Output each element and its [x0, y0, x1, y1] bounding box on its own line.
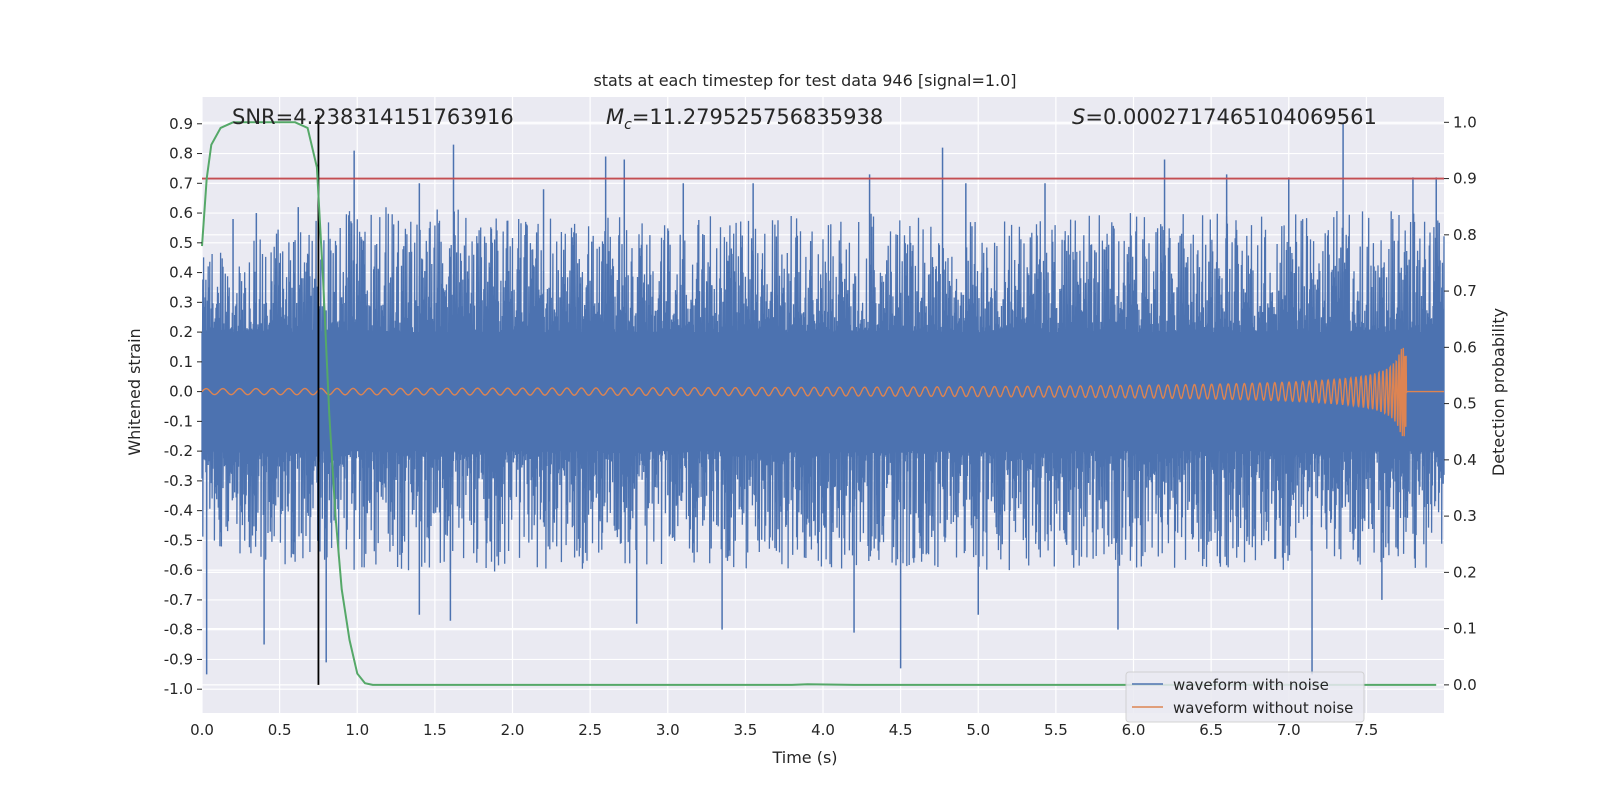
chirp-mass-annotation: Mc=11.279525756835938 [606, 105, 883, 133]
waveform-with-noise-series [201, 123, 1445, 675]
s-symbol: S [1072, 105, 1085, 129]
legend-entry-noise: waveform with noise [1173, 676, 1329, 694]
s-value: =0.0002717465104069561 [1085, 105, 1377, 129]
x-tick-label: 2.5 [578, 721, 602, 739]
noise-trace [201, 207, 1445, 573]
x-axis-label: Time (s) [771, 748, 837, 767]
y-tick-label-left: -0.4 [164, 502, 193, 520]
x-tick-label: 4.0 [811, 721, 835, 739]
chirp-trace [201, 347, 1444, 437]
x-tick-label: 3.5 [733, 721, 757, 739]
y-tick-label-left: 0.9 [169, 115, 193, 133]
y-tick-label-right: 0.2 [1453, 563, 1477, 581]
y-tick-label-left: -0.5 [164, 531, 193, 549]
y-tick-label-left: 0.7 [169, 174, 193, 192]
y-tick-label-left: 0.8 [169, 145, 193, 163]
y-tick-label-right: 0.5 [1453, 395, 1477, 413]
y-tick-label-left: -0.8 [164, 621, 193, 639]
x-tick-label: 7.0 [1277, 721, 1301, 739]
y-tick-label-left: 0.3 [169, 293, 193, 311]
legend-box [1125, 671, 1365, 723]
chirp-mass-symbol: M [606, 105, 624, 129]
axis-ticks: 0.0 0.5 1.0 1.5 2.0 2.5 3.0 3.5 4.0 4.5 5.0 5.5 6.0 6… [164, 113, 1477, 739]
x-tick-label: 4.5 [889, 721, 913, 739]
legend: waveform with noise waveform without noi… [1125, 671, 1365, 723]
y-tick-label-right: 0.3 [1453, 507, 1477, 525]
y-tick-label-left: 0.1 [169, 353, 193, 371]
y-axis-right-label: Detection probability [1489, 308, 1508, 476]
snr-annotation: SNR=4.238314151763916 [232, 105, 514, 129]
y-tick-label-left: 0.4 [169, 264, 193, 282]
y-tick-label-left: 0.2 [169, 323, 193, 341]
s-annotation: S=0.0002717465104069561 [1072, 105, 1377, 129]
x-tick-label: 6.5 [1199, 721, 1223, 739]
x-tick-label: 1.0 [345, 721, 369, 739]
y-tick-label-right: 0.0 [1453, 676, 1477, 694]
y-tick-label-left: 0.0 [169, 383, 193, 401]
y-tick-label-right: 0.6 [1453, 338, 1477, 356]
y-tick-label-right: 0.4 [1453, 451, 1477, 469]
x-tick-label: 2.0 [501, 721, 525, 739]
legend-entry-clean: waveform without noise [1173, 699, 1353, 717]
y-tick-label-left: -0.9 [164, 650, 193, 668]
y-tick-label-right: 0.8 [1453, 226, 1477, 244]
y-axis-left-label: Whitened strain [125, 328, 144, 455]
y-tick-label-left: -0.3 [164, 472, 193, 490]
y-tick-label-left: -1.0 [164, 680, 193, 698]
x-tick-label: 7.5 [1354, 721, 1378, 739]
y-tick-label-right: 0.9 [1453, 170, 1477, 188]
x-tick-label: 0.0 [190, 721, 214, 739]
y-tick-label-right: 0.1 [1453, 620, 1477, 638]
x-tick-label: 0.5 [268, 721, 292, 739]
x-tick-label: 5.5 [1044, 721, 1068, 739]
waveform-without-noise-series [201, 347, 1444, 437]
y-tick-label-left: -0.2 [164, 442, 193, 460]
y-tick-label-left: -0.1 [164, 412, 193, 430]
detection-probability-curve [201, 121, 1437, 686]
x-tick-label: 5.0 [966, 721, 990, 739]
y-tick-label-left: -0.7 [164, 591, 193, 609]
y-tick-label-left: -0.6 [164, 561, 193, 579]
y-tick-label-right: 1.0 [1453, 113, 1477, 131]
chart-title: stats at each timestep for test data 946… [593, 71, 1016, 90]
chirp-mass-subscript: c [624, 117, 632, 133]
x-tick-label: 3.0 [656, 721, 680, 739]
overlay-lines [201, 114, 1444, 686]
x-tick-label: 6.0 [1122, 721, 1146, 739]
y-tick-label-right: 0.7 [1453, 282, 1477, 300]
chirp-mass-value: =11.279525756835938 [632, 105, 883, 129]
y-tick-label-left: 0.6 [169, 204, 193, 222]
x-tick-label: 1.5 [423, 721, 447, 739]
y-tick-label-left: 0.5 [169, 234, 193, 252]
